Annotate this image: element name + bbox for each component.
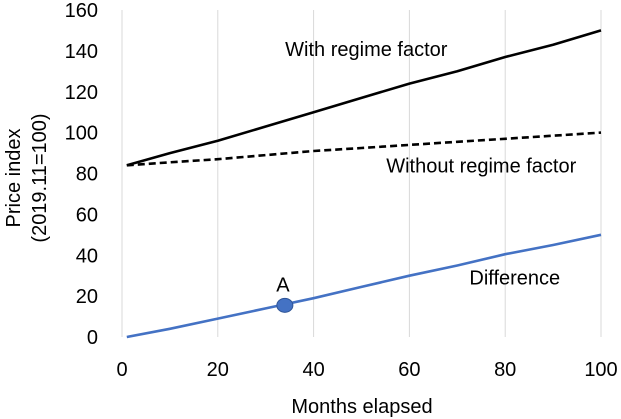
x-tick-40: 40: [302, 359, 324, 381]
y-tick-100: 100: [65, 123, 98, 145]
y-axis-ticks: 0 20 40 60 80 100 120 140 160: [65, 0, 98, 349]
x-tick-20: 20: [207, 359, 229, 381]
y-tick-20: 20: [76, 286, 98, 308]
y-axis-title-line2: (2019.11=100): [29, 113, 51, 242]
y-tick-0: 0: [87, 327, 98, 349]
point-a-label: A: [276, 274, 290, 296]
series-label-1: Without regime factor: [386, 155, 576, 177]
series-group: [126, 29, 602, 339]
series-line-1: [126, 131, 602, 167]
y-tick-60: 60: [76, 204, 98, 226]
series-label-2: Difference: [469, 268, 560, 290]
y-tick-80: 80: [76, 164, 98, 186]
y-tick-120: 120: [65, 82, 98, 104]
y-tick-40: 40: [76, 245, 98, 267]
vertical-gridlines: [121, 10, 602, 337]
y-axis-title-line1: Price index: [3, 129, 25, 228]
series-line-2: [126, 233, 602, 339]
point-a-group: A: [276, 274, 294, 313]
series-label-0: With regime factor: [285, 39, 448, 61]
point-a-marker: [276, 297, 294, 313]
series-labels: With regime factor Without regime factor D…: [285, 39, 576, 290]
y-tick-140: 140: [65, 41, 98, 63]
y-tick-160: 160: [65, 0, 98, 22]
x-tick-60: 60: [398, 359, 420, 381]
x-tick-0: 0: [116, 359, 127, 381]
x-tick-80: 80: [494, 359, 516, 381]
series-line-0: [126, 29, 602, 167]
x-tick-100: 100: [584, 359, 617, 381]
x-axis-title: Months elapsed: [291, 396, 432, 418]
x-axis-ticks: 0 20 40 60 80 100: [116, 359, 617, 381]
